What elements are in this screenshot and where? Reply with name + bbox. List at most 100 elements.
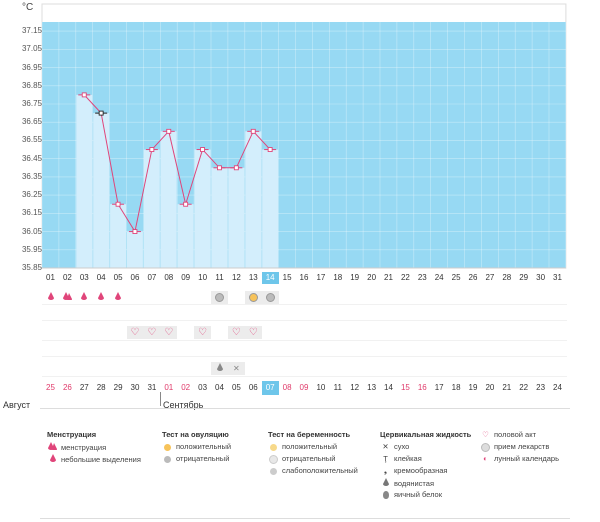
day-number[interactable]: 22: [400, 273, 410, 282]
ovulation-test-mark[interactable]: [211, 291, 228, 304]
legend-pregnancy-positive: положительный: [268, 442, 337, 451]
day-number[interactable]: 10: [198, 273, 208, 282]
day-number[interactable]: 26: [468, 273, 478, 282]
date-cell[interactable]: 31: [147, 383, 157, 392]
fluid-mark[interactable]: [211, 362, 228, 375]
date-cell[interactable]: 30: [130, 383, 140, 392]
y-tick-label: 36.55: [21, 135, 42, 145]
menstruation-mark[interactable]: [110, 291, 127, 304]
date-cell[interactable]: 15: [400, 383, 410, 392]
day-number[interactable]: 30: [536, 273, 546, 282]
day-number[interactable]: 18: [333, 273, 343, 282]
date-cell[interactable]: 14: [384, 383, 393, 392]
day-number[interactable]: 25: [451, 273, 461, 282]
date-cell[interactable]: 03: [198, 383, 208, 392]
menstruation-mark[interactable]: [76, 291, 93, 304]
intercourse-mark[interactable]: ♡: [244, 326, 262, 339]
intercourse-mark[interactable]: ♡: [126, 326, 144, 339]
intercourse-mark[interactable]: ♡: [160, 326, 178, 339]
y-tick-label: 37.05: [21, 44, 42, 54]
temperature-bar: [93, 113, 110, 268]
intercourse-mark[interactable]: ♡: [194, 326, 212, 339]
date-cell[interactable]: 28: [96, 383, 106, 392]
day-number[interactable]: 23: [417, 273, 427, 282]
date-cell[interactable]: 01: [164, 383, 174, 392]
month-current: Сентябрь: [163, 400, 204, 410]
temperature-bar: [110, 204, 126, 268]
date-cell[interactable]: 20: [485, 383, 495, 392]
temperature-bar: [245, 131, 262, 268]
day-number[interactable]: 28: [502, 273, 512, 282]
day-number[interactable]: 01: [46, 273, 55, 282]
day-number[interactable]: 24: [434, 273, 444, 282]
day-number[interactable]: 17: [316, 273, 326, 282]
date-cell[interactable]: 24: [553, 383, 562, 392]
date-cell[interactable]: 29: [113, 383, 123, 392]
fluid-mark[interactable]: ✕: [227, 362, 245, 375]
date-cell[interactable]: 09: [299, 383, 309, 392]
day-number[interactable]: 16: [299, 273, 309, 282]
intercourse-mark[interactable]: ♡: [143, 326, 161, 339]
legend-menstruation-title: Менструация: [47, 430, 97, 439]
date-cell[interactable]: 26: [62, 383, 72, 392]
day-number[interactable]: 27: [485, 273, 495, 282]
pregnancy-negative-icon: [268, 454, 279, 464]
date-cell[interactable]: 25: [46, 383, 55, 392]
intercourse-mark[interactable]: ♡: [227, 326, 245, 339]
date-cell[interactable]: 07: [261, 381, 279, 395]
date-cell[interactable]: 17: [434, 383, 444, 392]
day-number[interactable]: 06: [130, 273, 140, 282]
date-cell[interactable]: 22: [519, 383, 529, 392]
day-number[interactable]: 03: [79, 273, 89, 282]
cross-icon: ✕: [382, 442, 389, 451]
date-cell[interactable]: 16: [417, 383, 427, 392]
menstruation-mark[interactable]: [93, 291, 110, 304]
y-tick-label: 36.95: [21, 62, 42, 72]
day-number[interactable]: 08: [164, 273, 174, 282]
date-cell[interactable]: 21: [502, 383, 512, 392]
day-number[interactable]: 13: [248, 273, 258, 282]
day-number[interactable]: 09: [181, 273, 191, 282]
date-cell[interactable]: 18: [451, 383, 461, 392]
day-number[interactable]: 11: [215, 273, 224, 282]
legend-ovulation-positive: положительный: [162, 442, 231, 451]
y-tick-label: 35.95: [21, 244, 42, 254]
water-drop-icon: [380, 478, 391, 488]
day-number[interactable]: 14: [261, 272, 279, 284]
date-cell[interactable]: 06: [248, 383, 258, 392]
date-cell[interactable]: 23: [536, 383, 546, 392]
menstruation-mark[interactable]: [42, 291, 59, 304]
legend-ovulation-title: Тест на овуляцию: [162, 430, 229, 439]
divider: [40, 408, 570, 409]
date-cell[interactable]: 02: [181, 383, 191, 392]
day-number[interactable]: 05: [113, 273, 123, 282]
temperature-bar: [262, 149, 279, 268]
day-number[interactable]: 20: [367, 273, 377, 282]
date-cell[interactable]: 04: [215, 383, 224, 392]
ovulation-negative-icon: [162, 454, 173, 463]
egg-white-icon: [380, 490, 391, 500]
day-number[interactable]: 21: [384, 273, 393, 282]
day-number[interactable]: 31: [553, 273, 562, 282]
date-cell[interactable]: 05: [231, 383, 241, 392]
temperature-point: [267, 147, 273, 153]
day-number[interactable]: 29: [519, 273, 529, 282]
ovulation-test-mark[interactable]: [261, 291, 279, 304]
date-cell[interactable]: 13: [367, 383, 377, 392]
menstruation-mark[interactable]: [59, 291, 76, 304]
blood-drop-small-icon: [47, 454, 58, 464]
day-number[interactable]: 02: [62, 273, 72, 282]
date-cell[interactable]: 11: [333, 383, 342, 392]
day-number[interactable]: 04: [96, 273, 106, 282]
day-number[interactable]: 07: [147, 273, 157, 282]
date-cell[interactable]: 12: [350, 383, 360, 392]
date-cell[interactable]: 08: [282, 383, 292, 392]
date-cell[interactable]: 19: [468, 383, 478, 392]
date-cell[interactable]: 10: [316, 383, 326, 392]
temperature-bar: [160, 131, 177, 268]
day-number[interactable]: 19: [350, 273, 360, 282]
day-number[interactable]: 15: [282, 273, 292, 282]
day-number[interactable]: 12: [231, 273, 241, 282]
date-cell[interactable]: 27: [79, 383, 89, 392]
ovulation-test-mark[interactable]: [244, 291, 262, 304]
